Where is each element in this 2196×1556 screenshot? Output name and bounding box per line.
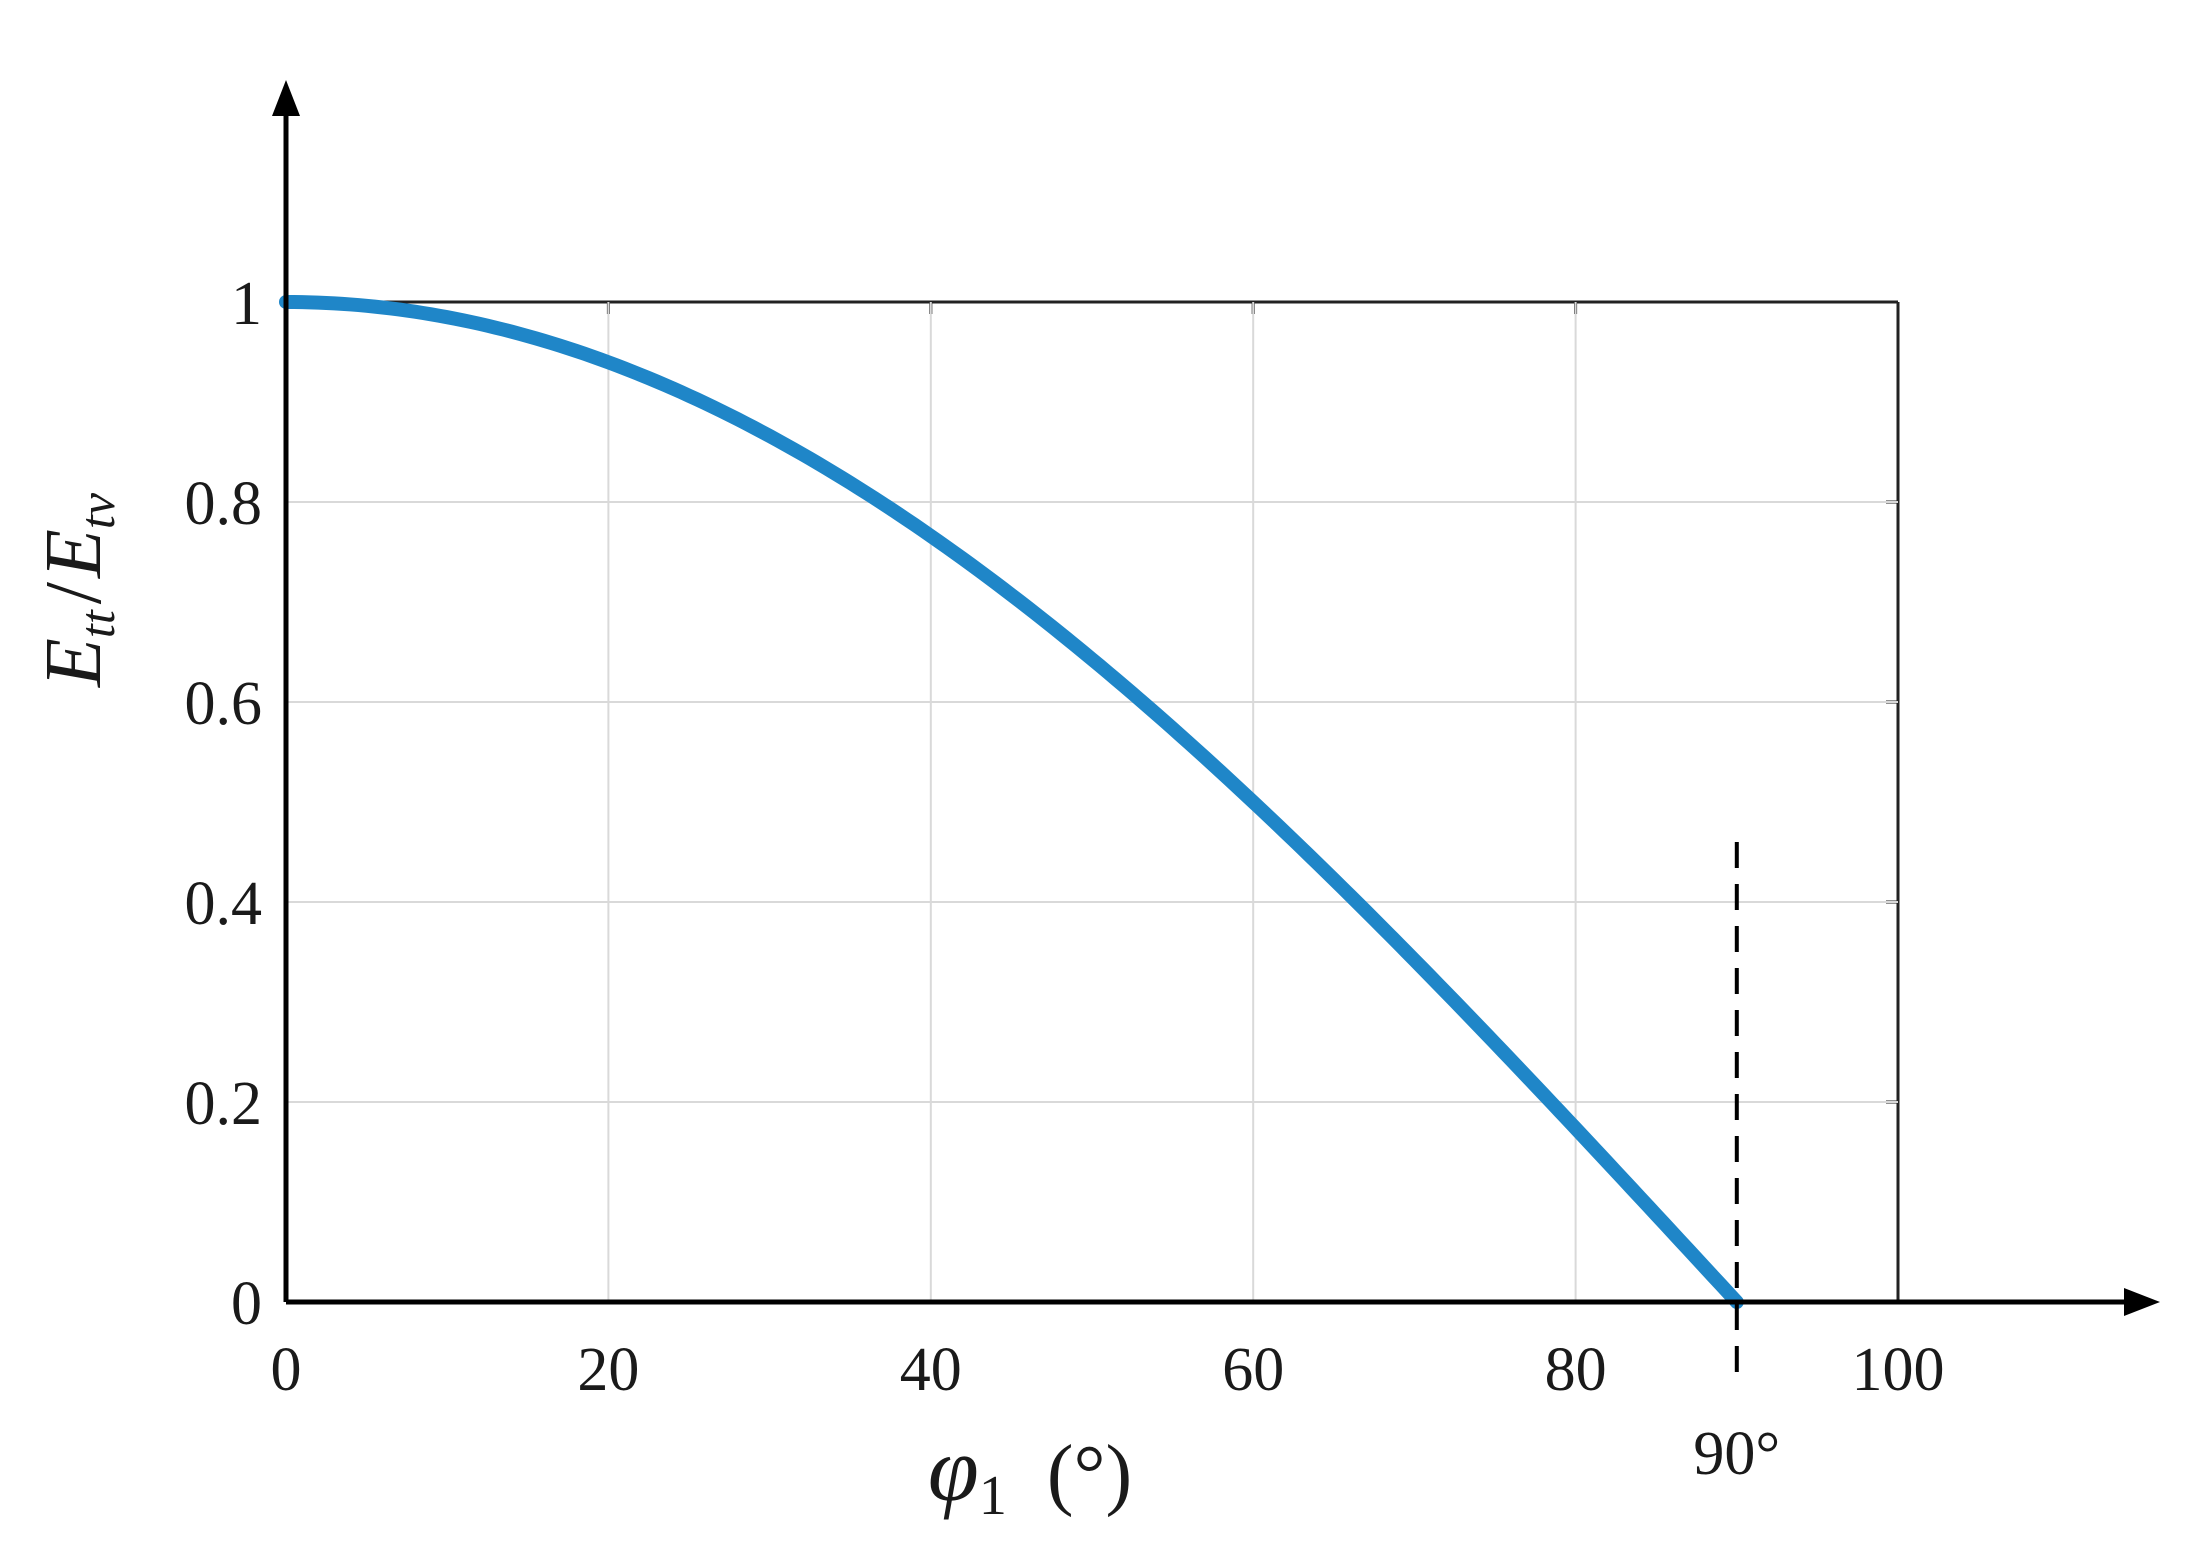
x-tick-label-2: 40 bbox=[900, 1336, 962, 1404]
x-tick-label-3: 60 bbox=[1222, 1336, 1284, 1404]
y-tick-label-4: 0.8 bbox=[185, 470, 263, 538]
y-axis-label-numerator-sub: tt bbox=[69, 609, 125, 638]
y-tick-label-1: 0.2 bbox=[185, 1070, 263, 1138]
series-line-0 bbox=[279, 295, 1744, 1309]
annotations: 90° bbox=[1693, 842, 1780, 1488]
grid-lines bbox=[286, 302, 1898, 1302]
x-axis-label-subscript: 1 bbox=[979, 1465, 1007, 1527]
plot-frame bbox=[284, 300, 1900, 1304]
annotation-label-0: 90° bbox=[1693, 1420, 1780, 1488]
x-axis-label-unit: (°) bbox=[1047, 1430, 1132, 1518]
x-tick-label-0: 0 bbox=[271, 1336, 302, 1404]
y-tick-label-2: 0.4 bbox=[185, 870, 263, 938]
tick-labels: 0 20 40 60 80 100 0 0.2 0.4 0.6 0.8 1 bbox=[185, 270, 1945, 1404]
x-axis-label: φ1 (°) bbox=[928, 1418, 1132, 1527]
x-tick-label-4: 80 bbox=[1545, 1336, 1607, 1404]
y-axis-label-denominator-sub: tv bbox=[69, 492, 125, 529]
y-tick-label-0: 0 bbox=[231, 1270, 262, 1338]
y-axis-label-slash: / bbox=[30, 581, 118, 604]
y-axis-label: Ett/Etv bbox=[30, 492, 125, 688]
y-tick-label-3: 0.6 bbox=[185, 670, 263, 738]
y-axis-label-numerator: E bbox=[30, 638, 118, 688]
y-tick-label-5: 1 bbox=[231, 270, 262, 338]
x-axis-label-symbol: φ bbox=[928, 1418, 979, 1520]
axes bbox=[272, 80, 2160, 1316]
y-axis-arrow bbox=[272, 80, 300, 116]
x-tick-label-1: 20 bbox=[577, 1336, 639, 1404]
x-tick-label-5: 100 bbox=[1852, 1336, 1945, 1404]
y-axis-label-denominator: E bbox=[30, 529, 118, 579]
x-axis-arrow bbox=[2124, 1288, 2160, 1316]
curve-layer bbox=[279, 295, 1744, 1309]
